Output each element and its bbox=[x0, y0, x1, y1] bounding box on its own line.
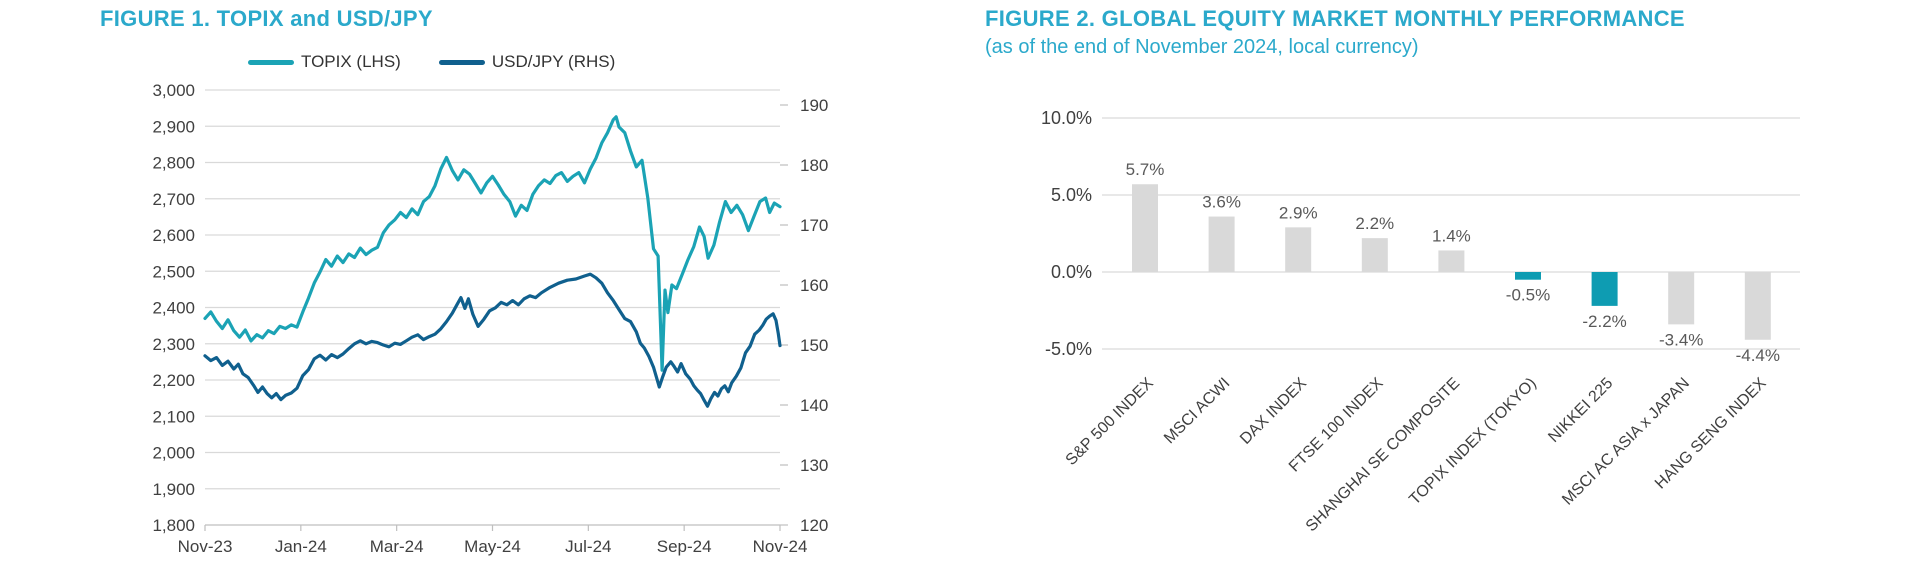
right-axis-tick-label: 130 bbox=[800, 456, 828, 475]
usdjpy-line bbox=[203, 272, 782, 408]
left-axis-tick-label: 2,600 bbox=[152, 226, 195, 245]
bar-value-label: -2.2% bbox=[1582, 312, 1626, 331]
bar-value-label: 5.7% bbox=[1126, 160, 1165, 179]
figure2-subtitle: (as of the end of November 2024, local c… bbox=[985, 36, 1419, 58]
legend-item-topix: TOPIX (LHS) bbox=[248, 52, 401, 72]
performance-bar bbox=[1744, 272, 1771, 340]
right-axis-tick-label: 120 bbox=[800, 516, 828, 535]
bar-category-label: MSCI AC ASIA x JAPAN bbox=[1559, 375, 1693, 509]
left-axis-tick-label: 2,000 bbox=[152, 444, 195, 463]
bar-value-label: 3.6% bbox=[1202, 193, 1241, 212]
bar-category-label: SHANGHAI SE COMPOSITE bbox=[1303, 375, 1463, 535]
topix-line bbox=[203, 115, 782, 372]
x-axis-tick-label: Jan-24 bbox=[275, 537, 327, 556]
x-axis-tick-label: Jul-24 bbox=[565, 537, 611, 556]
right-axis-tick-label: 180 bbox=[800, 156, 828, 175]
left-axis-tick-label: 2,900 bbox=[152, 117, 195, 136]
usdjpy-legend-label: USD/JPY (RHS) bbox=[491, 52, 616, 71]
bar-category-label: S&P 500 INDEX bbox=[1063, 375, 1157, 469]
left-axis-tick-label: 2,100 bbox=[152, 407, 195, 426]
bar-category-label: MSCI ACWI bbox=[1161, 375, 1233, 447]
y-axis-tick-label: 5.0% bbox=[1051, 185, 1092, 205]
y-axis-tick-label: 0.0% bbox=[1051, 262, 1092, 282]
left-axis-tick-label: 2,500 bbox=[152, 262, 195, 281]
figure1-title: FIGURE 1. TOPIX and USD/JPY bbox=[100, 6, 433, 31]
left-axis-tick-label: 3,000 bbox=[152, 81, 195, 100]
right-axis-tick-label: 170 bbox=[800, 216, 828, 235]
performance-bar bbox=[1208, 216, 1235, 272]
bar-value-label: 2.2% bbox=[1355, 214, 1394, 233]
y-axis-tick-label: 10.0% bbox=[1041, 108, 1092, 128]
left-axis-tick-label: 2,400 bbox=[152, 299, 195, 318]
bar-value-label: 2.9% bbox=[1279, 203, 1318, 222]
performance-bar bbox=[1132, 184, 1158, 272]
right-axis-tick-label: 190 bbox=[800, 96, 828, 115]
bar-value-label: -0.5% bbox=[1506, 286, 1550, 305]
left-axis-tick-label: 2,700 bbox=[152, 190, 195, 209]
x-axis-tick-label: May-24 bbox=[464, 537, 521, 556]
bar-category-label: DAX INDEX bbox=[1237, 375, 1310, 448]
topix-legend-label: TOPIX (LHS) bbox=[301, 52, 401, 71]
topix-line-swatch bbox=[248, 59, 294, 65]
right-axis-tick-label: 160 bbox=[800, 276, 828, 295]
left-axis-tick-label: 2,200 bbox=[152, 371, 195, 390]
performance-bar bbox=[1361, 238, 1388, 272]
left-axis-tick-label: 2,800 bbox=[152, 154, 195, 173]
right-axis-tick-label: 150 bbox=[800, 336, 828, 355]
x-axis-tick-label: Nov-23 bbox=[178, 537, 233, 556]
left-axis-tick-label: 1,900 bbox=[152, 480, 195, 499]
usdjpy-line-swatch bbox=[438, 59, 485, 65]
right-axis-tick-label: 140 bbox=[800, 396, 828, 415]
x-axis-tick-label: Nov-24 bbox=[753, 537, 808, 556]
left-axis-tick-label: 2,300 bbox=[152, 335, 195, 354]
figure1-legend: TOPIX (LHS) USD/JPY (RHS) bbox=[248, 52, 615, 72]
performance-bar bbox=[1438, 250, 1465, 272]
performance-bar bbox=[1591, 272, 1618, 306]
bar-value-label: -3.4% bbox=[1659, 330, 1703, 349]
left-axis-tick-label: 1,800 bbox=[152, 516, 195, 535]
bar-value-label: 1.4% bbox=[1432, 226, 1471, 245]
global-equity-bar-chart: 10.0% 5.0% 0.0% -5.0% 5.7% S&P 500 INDEX 3.6% M… bbox=[1041, 108, 1800, 535]
figure2-title: FIGURE 2. GLOBAL EQUITY MARKET MONTHLY P… bbox=[985, 6, 1685, 31]
topix-usdjpy-line-chart: 3,000 2,900 2,800 2,700 2,600 2,500 2,400 2,300… bbox=[152, 81, 828, 556]
y-axis-tick-label: -5.0% bbox=[1045, 339, 1092, 359]
bar-value-label: -4.4% bbox=[1736, 346, 1780, 365]
legend-item-usdjpy: USD/JPY (RHS) bbox=[438, 52, 616, 72]
x-axis-tick-label: Mar-24 bbox=[370, 537, 424, 556]
performance-bar bbox=[1668, 272, 1695, 325]
x-axis-tick-label: Sep-24 bbox=[657, 537, 712, 556]
bar-category-label: NIKKEI 225 bbox=[1545, 375, 1616, 446]
performance-bar bbox=[1285, 227, 1312, 272]
performance-bar bbox=[1515, 272, 1541, 280]
bar-category-label: TOPIX INDEX (TOKYO) bbox=[1406, 375, 1540, 509]
